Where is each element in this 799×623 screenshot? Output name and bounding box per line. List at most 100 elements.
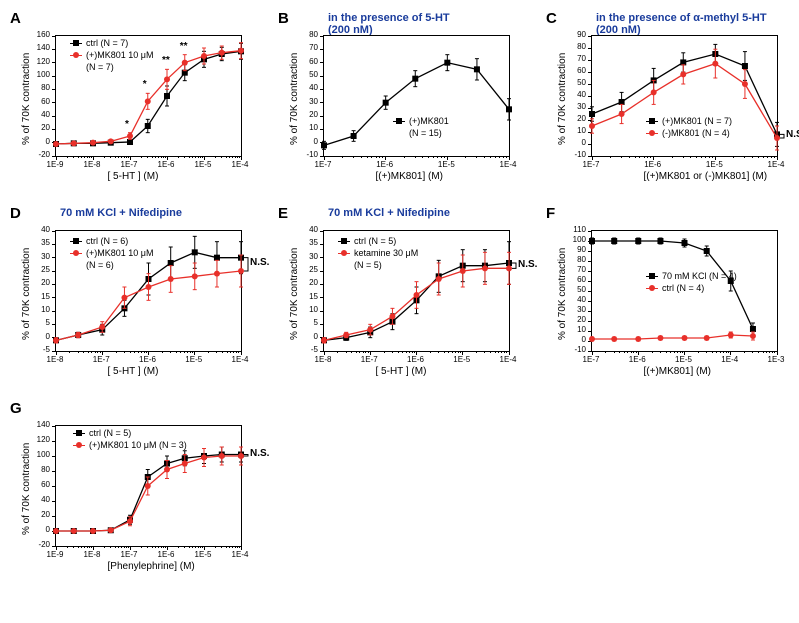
circle-marker-icon [73, 445, 85, 446]
significance-star: * [143, 79, 147, 90]
legend: 70 mM KCl (N = 4)ctrl (N = 4) [646, 270, 737, 294]
legend-item: 70 mM KCl (N = 4) [646, 270, 737, 282]
panel-C: Cin the presence of α-methyl 5-HT(200 nM… [546, 10, 796, 195]
legend-label: (-)MK801 (N = 4) [662, 127, 730, 139]
square-marker-icon [73, 433, 85, 434]
y-tick-label: 40 [25, 225, 50, 234]
y-tick-label: -10 [293, 150, 318, 159]
legend-item: (+)MK801 10 μM (N = 3) [73, 439, 187, 451]
panel-G: G-200204060801001201401E-91E-81E-71E-61E… [10, 400, 260, 585]
square-marker-icon [646, 121, 658, 122]
y-tick-label: -10 [561, 150, 586, 159]
panel-letter: A [10, 10, 21, 27]
x-tick-label: 1E-7 [579, 355, 603, 364]
ns-label: N.S. [786, 129, 799, 140]
panel-D: D70 mM KCl + Nifedipine-5051015202530354… [10, 205, 260, 390]
legend-item: ctrl (N = 4) [646, 282, 737, 294]
circle-marker-icon [338, 253, 350, 254]
x-axis-label: [Phenylephrine] (M) [108, 561, 195, 572]
x-tick-label: 1E-7 [89, 355, 113, 364]
panel-letter: B [278, 10, 289, 27]
x-tick-label: 1E-8 [80, 550, 104, 559]
legend-item: ctrl (N = 6) [70, 235, 153, 247]
x-tick-label: 1E-5 [182, 355, 206, 364]
y-tick-label: 160 [25, 30, 50, 39]
x-tick-label: 1E-6 [373, 160, 397, 169]
panel-A: A******-200204060801001201401601E-91E-81… [10, 10, 260, 195]
legend-label: ctrl (N = 7) [86, 37, 128, 49]
x-tick-label: 1E-5 [702, 160, 726, 169]
legend-item: (+)MK801 10 μM [70, 49, 153, 61]
significance-star: ** [162, 55, 170, 66]
legend-label: (N = 6) [86, 259, 114, 271]
legend: ctrl (N = 6)(+)MK801 10 μM(N = 6) [70, 235, 153, 271]
legend-label: (N = 7) [86, 61, 114, 73]
panel-letter: C [546, 10, 557, 27]
y-tick-label: 140 [25, 420, 50, 429]
legend-label: 70 mM KCl (N = 4) [662, 270, 737, 282]
y-axis-label: % of 70K contraction [557, 248, 568, 340]
x-tick-label: 1E-5 [191, 160, 215, 169]
ns-label: N.S. [518, 259, 537, 270]
panel-letter: F [546, 205, 555, 222]
ns-label: N.S. [250, 448, 269, 459]
x-tick-label: 1E-5 [672, 355, 696, 364]
circle-marker-icon [646, 288, 658, 289]
panel-title: in the presence of 5-HT [328, 12, 450, 24]
x-tick-label: 1E-9 [43, 160, 67, 169]
y-tick-label: -20 [25, 540, 50, 549]
y-axis-label: % of 70K contraction [21, 443, 32, 535]
panel-E: E70 mM KCl + Nifedipine-5051015202530354… [278, 205, 528, 390]
square-marker-icon [393, 121, 405, 122]
x-tick-label: 1E-4 [228, 355, 252, 364]
circle-marker-icon [646, 133, 658, 134]
panel-letter: D [10, 205, 21, 222]
panel-B: Bin the presence of 5-HT(200 nM)-1001020… [278, 10, 528, 195]
x-tick-label: 1E-5 [434, 160, 458, 169]
panel-title: 70 mM KCl + Nifedipine [328, 207, 450, 219]
y-tick-label: 140 [25, 43, 50, 52]
x-axis-label: [(+)MK801] (M) [644, 366, 712, 377]
legend-label: (+)MK801 10 μM [86, 247, 153, 259]
x-tick-label: 1E-4 [496, 160, 520, 169]
x-tick-label: 1E-6 [641, 160, 665, 169]
legend-item: ctrl (N = 5) [73, 427, 187, 439]
x-tick-label: 1E-3 [764, 355, 788, 364]
panel-letter: G [10, 400, 22, 417]
legend-label: ctrl (N = 5) [354, 235, 396, 247]
legend-label: ketamine 30 μM [354, 247, 418, 259]
x-tick-label: 1E-7 [357, 355, 381, 364]
panel-letter: E [278, 205, 288, 222]
y-tick-label: 100 [561, 235, 586, 244]
x-axis-label: [ 5-HT ] (M) [376, 366, 427, 377]
legend-label: ctrl (N = 5) [89, 427, 131, 439]
legend-label: (+)MK801 (N = 7) [662, 115, 732, 127]
x-tick-label: 1E-5 [450, 355, 474, 364]
legend-label: (+)MK801 10 μM (N = 3) [89, 439, 187, 451]
x-tick-label: 1E-6 [154, 160, 178, 169]
x-axis-label: [(+)MK801] (M) [376, 171, 444, 182]
x-tick-label: 1E-6 [136, 355, 160, 364]
legend: ctrl (N = 5)(+)MK801 10 μM (N = 3) [73, 427, 187, 451]
x-tick-label: 1E-4 [228, 550, 252, 559]
panel-F: F-1001020304050607080901001101E-71E-61E-… [546, 205, 796, 390]
legend-item: ctrl (N = 7) [70, 37, 153, 49]
x-axis-label: [ 5-HT ] (M) [108, 171, 159, 182]
legend-item: (-)MK801 (N = 4) [646, 127, 732, 139]
y-tick-label: 40 [293, 225, 318, 234]
y-axis-label: % of 70K contraction [289, 248, 300, 340]
legend-label: ctrl (N = 6) [86, 235, 128, 247]
y-tick-label: 110 [561, 225, 586, 234]
panel-title: in the presence of α-methyl 5-HT [596, 12, 767, 24]
x-tick-label: 1E-4 [764, 160, 788, 169]
y-tick-label: 35 [25, 238, 50, 247]
y-tick-label: 80 [561, 42, 586, 51]
legend-label: (N = 5) [354, 259, 382, 271]
y-tick-label: 80 [293, 30, 318, 39]
panel-title: 70 mM KCl + Nifedipine [60, 207, 182, 219]
figure: A******-200204060801001201401601E-91E-81… [0, 0, 799, 623]
x-tick-label: 1E-6 [625, 355, 649, 364]
x-tick-label: 1E-4 [496, 355, 520, 364]
y-axis-label: % of 70K contraction [557, 53, 568, 145]
x-tick-label: 1E-5 [191, 550, 215, 559]
